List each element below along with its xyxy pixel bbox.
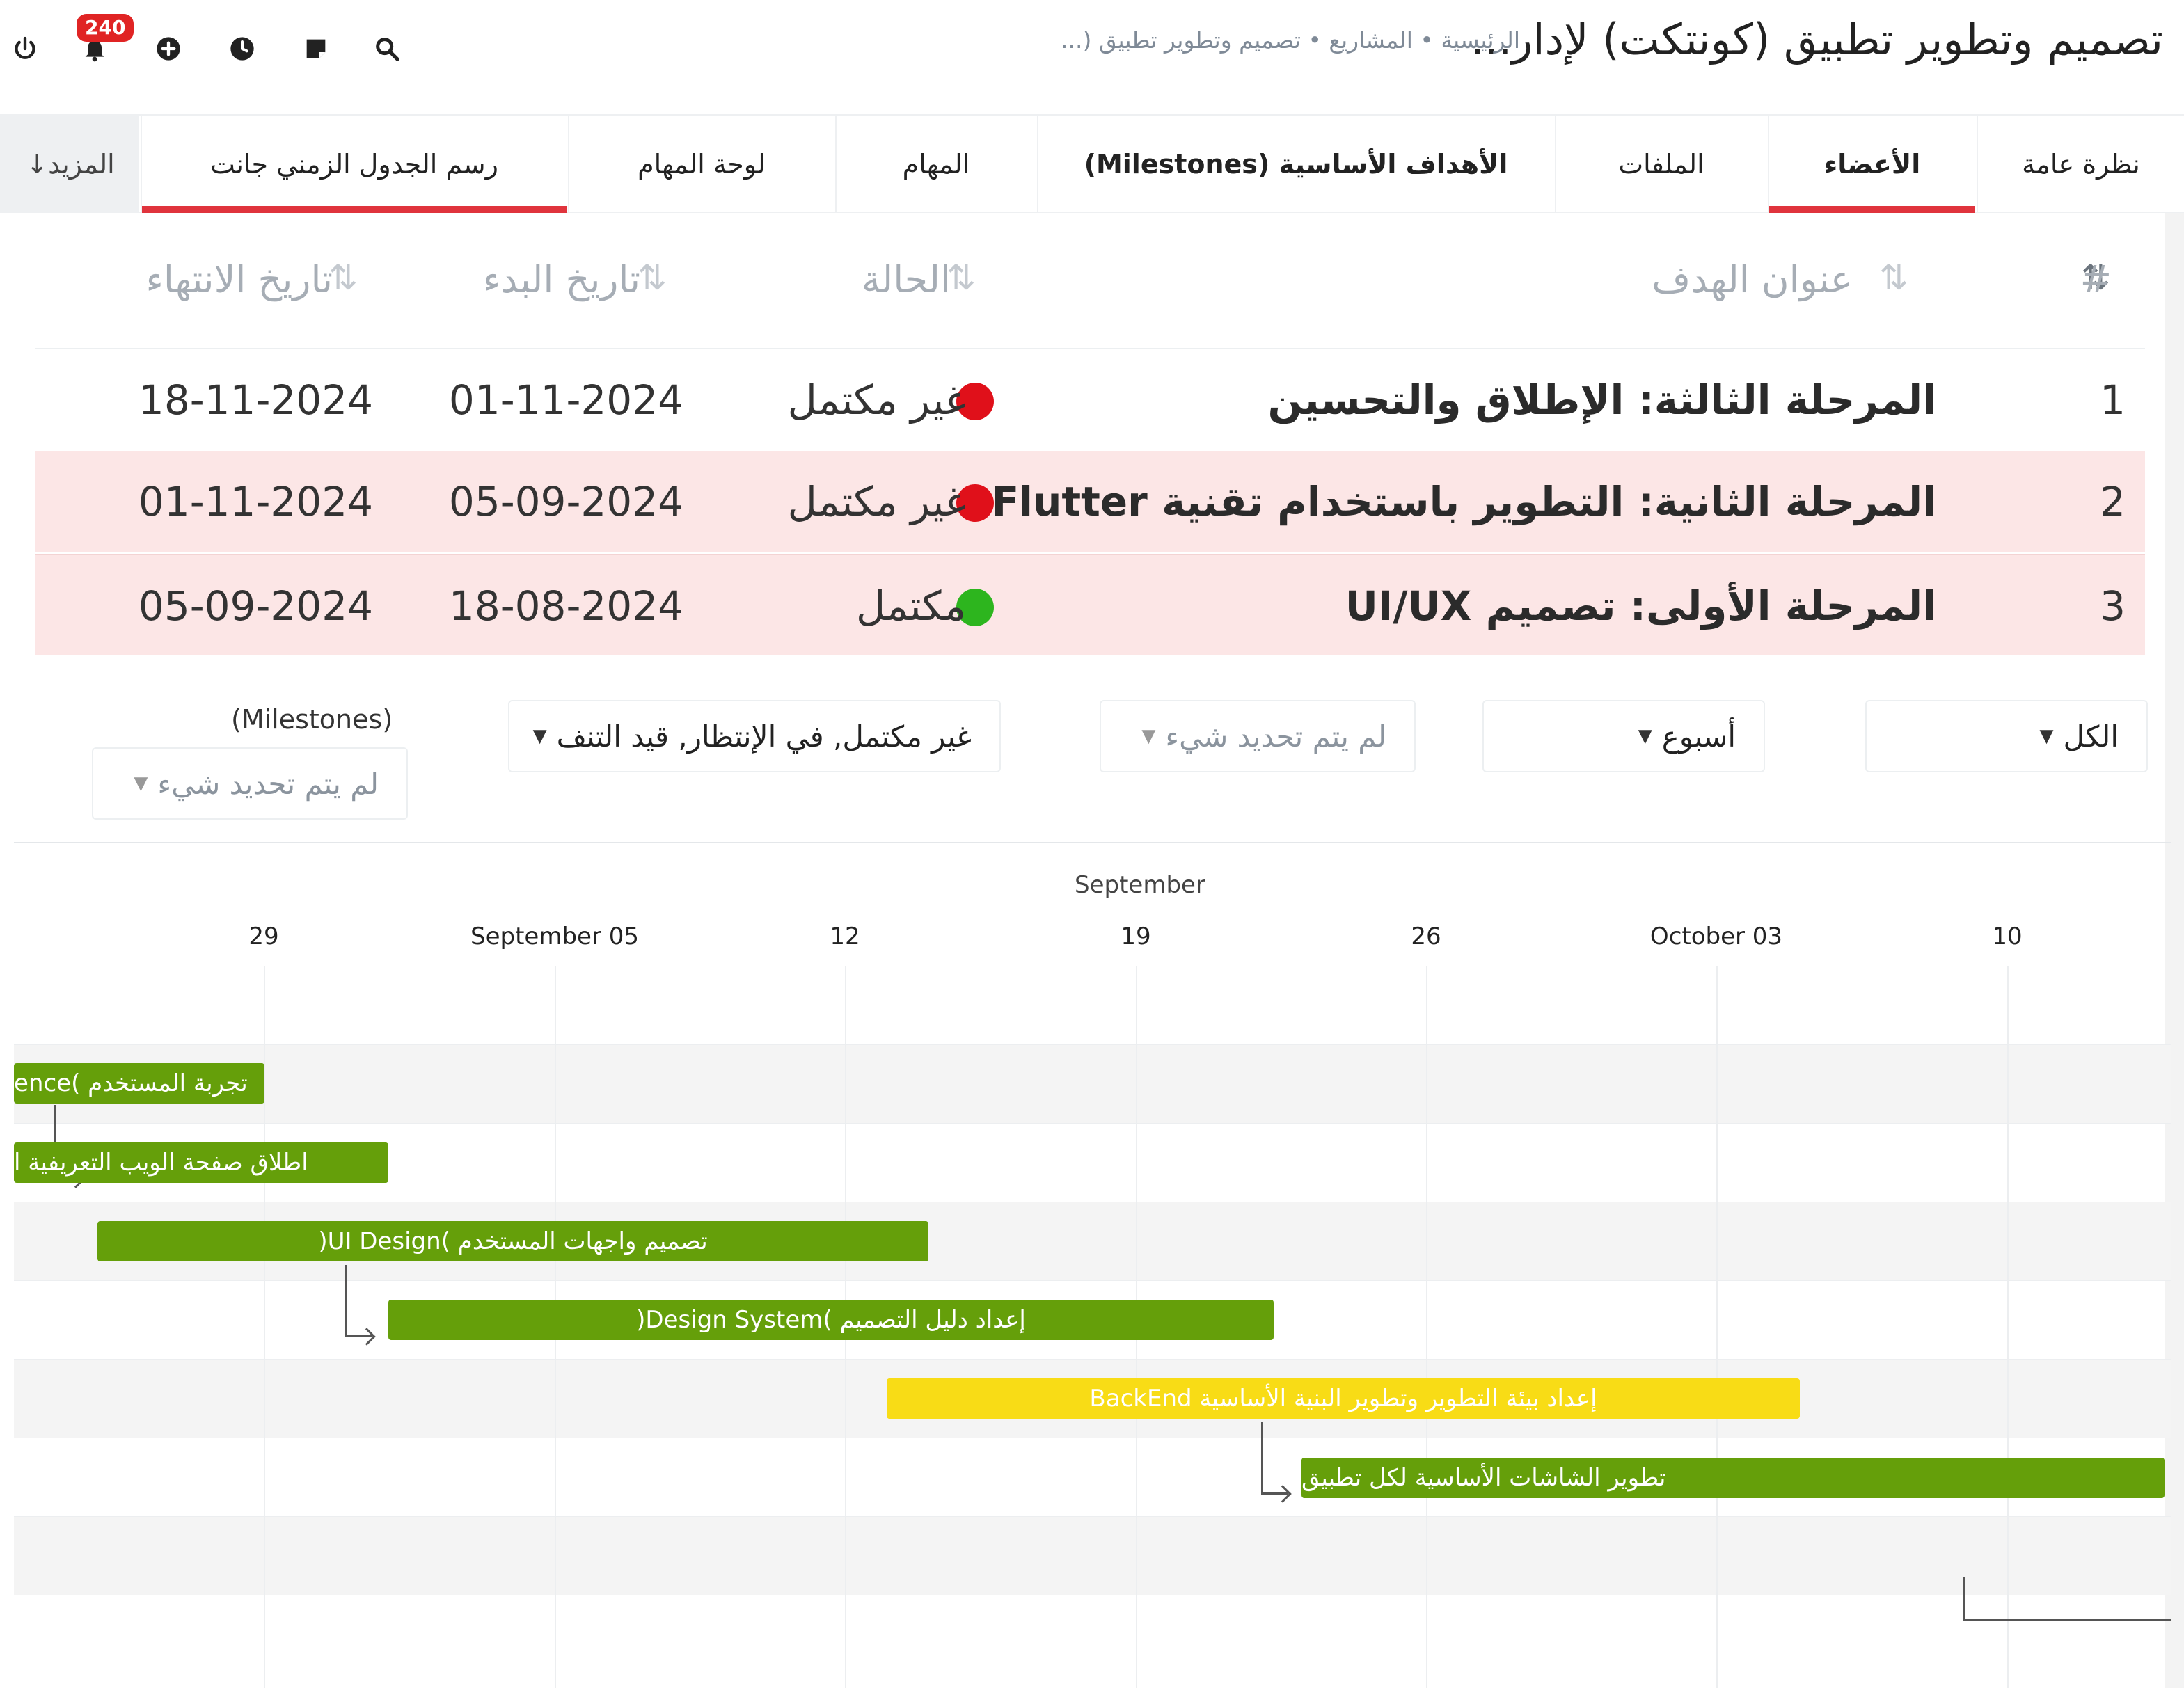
gantt-month: September <box>1075 871 1205 899</box>
gantt-tick: 19 <box>1121 923 1151 950</box>
caret-down-icon: ▼ <box>1638 726 1652 747</box>
gantt-row <box>14 1438 2171 1516</box>
tab-files[interactable]: الملفات <box>1555 116 1766 213</box>
sort-icon[interactable]: ⇅ <box>1879 257 1908 298</box>
gantt-tick: 10 <box>1992 923 2023 950</box>
row-start: 01-11-2024 <box>448 376 683 424</box>
row-status: مكتمل <box>855 582 966 630</box>
clock-icon[interactable] <box>227 33 258 64</box>
header-title: عنوان الهدف <box>1652 257 1853 301</box>
table-row[interactable]: 1 المرحلة الثالثة: الإطلاق والتحسين غير … <box>35 349 2145 451</box>
row-num: 2 <box>2100 478 2126 525</box>
caret-down-icon: ▼ <box>134 773 148 794</box>
gantt-gridline <box>2007 966 2009 1688</box>
table-row[interactable]: 2 المرحلة الثانية: التطوير باستخدام تقني… <box>35 451 2145 552</box>
gantt-row <box>14 1595 2171 1673</box>
project-tabs: نظرة عامة الأعضاء الملفات الأهداف الأساس… <box>0 114 2184 213</box>
caret-down-icon: ▼ <box>2039 726 2054 747</box>
tab-milestones[interactable]: الأهداف الأساسية (Milestones) <box>1037 116 1553 213</box>
gantt-row <box>14 1516 2171 1595</box>
sort-icon[interactable]: ⇅ <box>2081 257 2110 298</box>
tab-gantt[interactable]: رسم الجدول الزمني جانت <box>141 116 567 213</box>
power-icon[interactable] <box>10 33 40 64</box>
tab-kanban[interactable]: لوحة المهام <box>568 116 834 213</box>
gantt-task-bar[interactable]: إعداد دليل التصميم )Design System( <box>388 1300 1274 1340</box>
gantt-tick: 29 <box>248 923 279 950</box>
row-end: 05-09-2024 <box>138 582 373 630</box>
filter-all[interactable]: ▼ الكل <box>1865 700 2148 772</box>
gantt-row <box>14 966 2171 1044</box>
header-end: تاريخ الانتهاء <box>145 257 333 301</box>
gantt-row <box>14 1123 2171 1202</box>
table-row[interactable]: 3 المرحلة الأولى: تصميم UI/UX مكتمل 18-0… <box>35 554 2145 655</box>
scroll-edge <box>2165 213 2184 1688</box>
plus-circle-icon[interactable] <box>153 33 184 64</box>
header-num: # <box>2080 257 2112 301</box>
row-num: 1 <box>2100 376 2126 424</box>
gantt-task-bar[interactable]: تطوير الشاشات الأساسية لكل تطبيق <box>1301 1458 2165 1498</box>
row-end: 18-11-2024 <box>138 376 373 424</box>
sort-icon[interactable]: ⇅ <box>947 257 976 298</box>
tab-overview[interactable]: نظرة عامة <box>1977 116 2184 213</box>
bell-icon[interactable] <box>79 33 110 64</box>
header-start: تاريخ البدء <box>482 257 640 301</box>
status-dot <box>956 589 994 626</box>
gantt-task-bar[interactable]: تجربة المستخدم )ence <box>14 1063 264 1104</box>
filter-member[interactable]: ▼ لم يتم تحديد شيء <box>1100 700 1416 772</box>
top-bar: تصميم وتطوير تطبيق (كونتكت) لإدار... الر… <box>0 0 2184 114</box>
row-end: 01-11-2024 <box>138 478 373 525</box>
dependency-line <box>345 1265 372 1337</box>
divider <box>35 348 2145 349</box>
tab-more[interactable]: المزيد↓ <box>0 116 139 213</box>
dependency-line <box>1261 1422 1288 1495</box>
row-num: 3 <box>2100 582 2126 630</box>
gantt-row <box>14 1044 2171 1123</box>
tab-members[interactable]: الأعضاء <box>1768 116 1975 213</box>
filter-milestone[interactable]: ▼ لم يتم تحديد شيء <box>92 747 408 820</box>
row-start: 18-08-2024 <box>448 582 683 630</box>
sort-icon[interactable]: ⇅ <box>329 257 358 298</box>
gantt-tick: September 05 <box>470 923 640 950</box>
status-dot <box>956 484 994 522</box>
gantt-tick: October 03 <box>1649 923 1783 950</box>
row-start: 05-09-2024 <box>448 478 683 525</box>
gantt-task-bar[interactable]: إعداد بيئة التطوير وتطوير البنية الأساسي… <box>887 1378 1800 1419</box>
page-title: تصميم وتطوير تطبيق (كونتكت) لإدار... <box>1471 14 2163 65</box>
sort-icon[interactable]: ⇅ <box>638 257 667 298</box>
filter-milestone-label: (Milestones) <box>231 704 393 735</box>
gantt-row <box>14 1280 2171 1359</box>
status-dot <box>956 383 994 420</box>
gantt-tick: 12 <box>830 923 860 950</box>
note-icon[interactable] <box>301 33 331 64</box>
filter-week[interactable]: ▼ أسبوع <box>1482 700 1765 772</box>
caret-down-icon: ▼ <box>532 726 547 747</box>
header-status: الحالة <box>861 257 951 301</box>
dependency-line <box>1963 1577 2171 1621</box>
breadcrumb[interactable]: الرئيسية • المشاريع • تصميم وتطوير تطبيق… <box>1061 26 1520 54</box>
row-title[interactable]: المرحلة الأولى: تصميم UI/UX <box>1345 582 1936 630</box>
tab-tasks[interactable]: المهام <box>835 116 1036 213</box>
gantt-gridline <box>1716 966 1718 1688</box>
gantt-chart: September 29 September 05 12 19 26 Octob… <box>14 842 2171 1688</box>
gantt-task-bar[interactable]: تصميم واجهات المستخدم )UI Design( <box>97 1221 928 1261</box>
row-title[interactable]: المرحلة الثالثة: الإطلاق والتحسين <box>1267 376 1936 424</box>
search-icon[interactable] <box>372 33 402 64</box>
notification-badge: 240 <box>77 14 134 42</box>
row-status: غير مكتمل <box>787 376 966 424</box>
caret-down-icon: ▼ <box>1141 726 1156 747</box>
gantt-gridline <box>264 966 265 1688</box>
row-title[interactable]: المرحلة الثانية: التطوير باستخدام تقنية … <box>991 478 1936 525</box>
filter-status[interactable]: ▼ غير مكتمل, في الإنتظار, قيد التنف <box>508 700 1001 772</box>
gantt-gridline <box>1426 966 1427 1688</box>
row-status: غير مكتمل <box>787 478 966 525</box>
gantt-task-bar[interactable]: اطلاق صفحة الويب التعريفية ا <box>14 1142 388 1183</box>
gantt-tick: 26 <box>1411 923 1441 950</box>
